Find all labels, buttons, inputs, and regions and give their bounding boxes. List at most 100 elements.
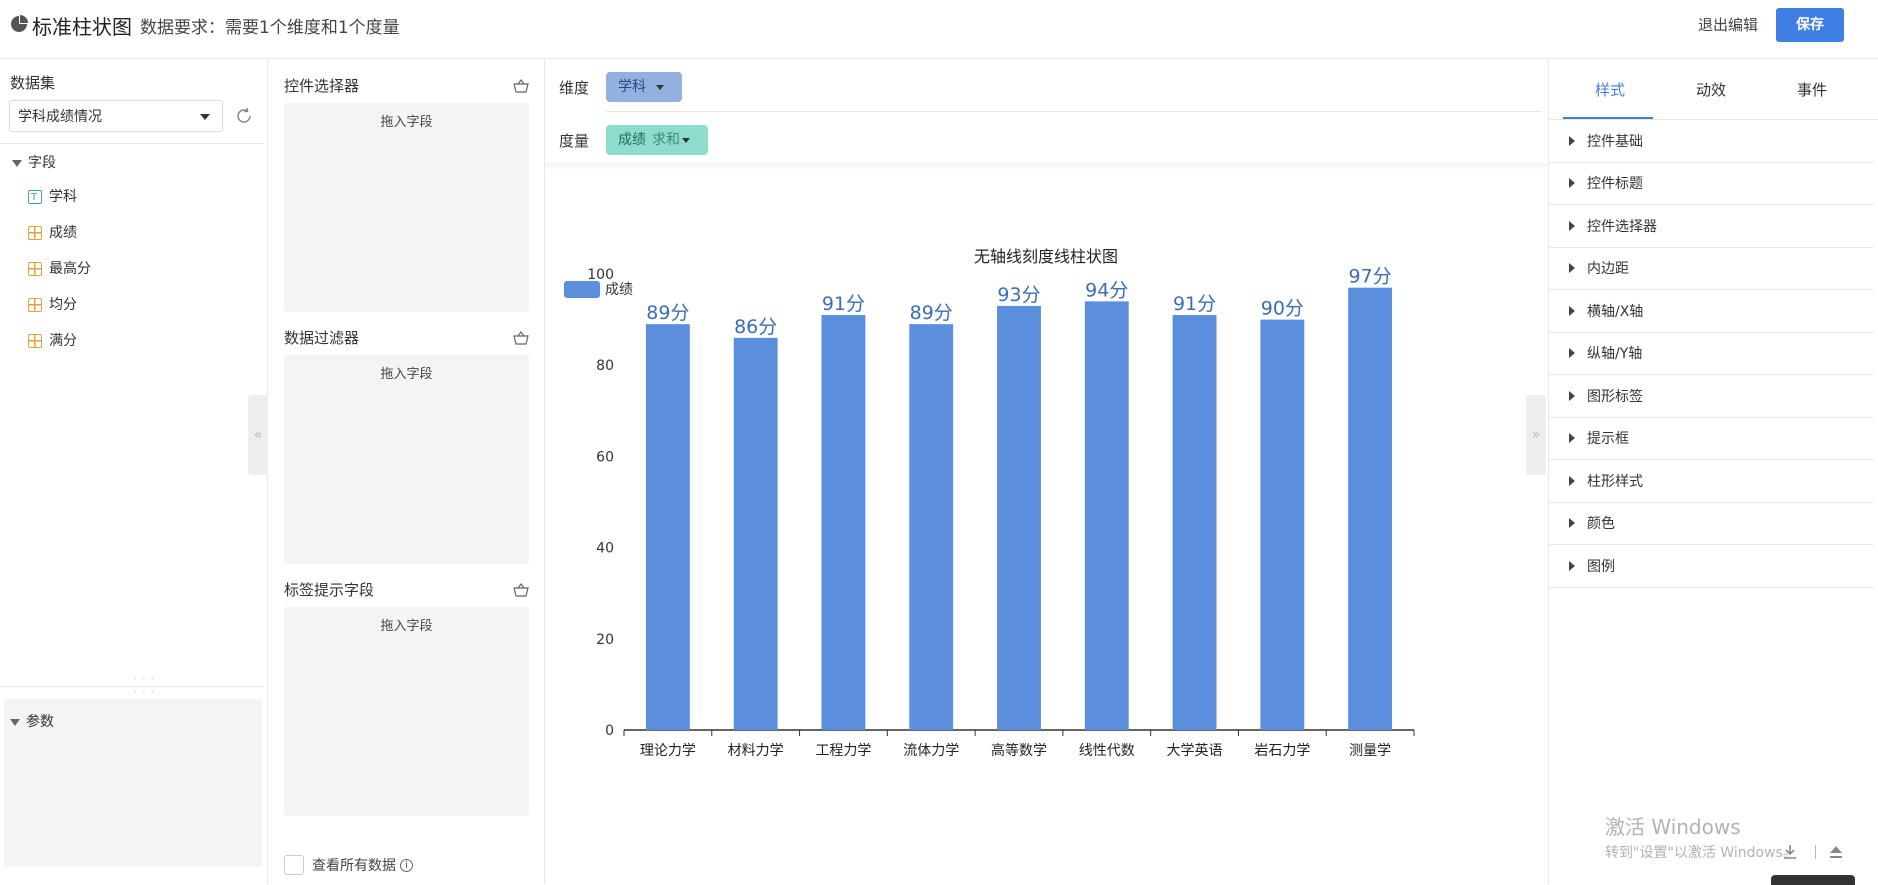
- collapse-left-icon[interactable]: «: [248, 395, 268, 475]
- section-control-basic[interactable]: 控件基础: [1549, 120, 1874, 163]
- section-bar-style[interactable]: 柱形样式: [1549, 460, 1874, 503]
- params-header[interactable]: 参数: [10, 711, 54, 731]
- x-tick-label: 岩石力学: [1254, 743, 1310, 759]
- section-label: 颜色: [1587, 516, 1615, 533]
- top-header: 标准柱状图 数据要求：需要1个维度和1个度量 退出编辑 保存: [0, 0, 1878, 59]
- number-field-icon: [28, 334, 42, 348]
- tooltip-field-dropzone[interactable]: 拖入字段: [284, 607, 529, 816]
- drop-hint: 拖入字段: [380, 619, 433, 634]
- bar: [909, 324, 954, 730]
- save-button[interactable]: 保存: [1776, 8, 1844, 42]
- info-icon[interactable]: i: [400, 858, 413, 872]
- x-tick-label: 线性代数: [1079, 743, 1135, 759]
- refresh-icon[interactable]: [234, 106, 254, 126]
- measure-pill[interactable]: 成绩 求和: [606, 125, 708, 155]
- dimension-pill-label: 学科: [618, 79, 646, 95]
- field-item[interactable]: 学科: [28, 179, 91, 216]
- x-tick-label: 测量学: [1349, 743, 1391, 759]
- text-field-icon: [28, 180, 42, 216]
- x-tick-label: 理论力学: [640, 743, 696, 759]
- x-tick-label: 工程力学: [815, 743, 871, 759]
- section-tooltip[interactable]: 提示框: [1549, 418, 1874, 460]
- data-label: 90分: [1261, 298, 1304, 320]
- section-label: 内边距: [1587, 261, 1629, 278]
- windows-activation-watermark: 激活 Windows 转到"设置"以激活 Windows。: [1605, 811, 1797, 862]
- fields-tree-label: 字段: [28, 155, 56, 171]
- view-all-label: 查看所有数据: [312, 858, 396, 874]
- tab-style[interactable]: 样式: [1595, 81, 1626, 99]
- dimension-label: 维度: [559, 79, 590, 97]
- triangle-right-icon: [1569, 305, 1575, 316]
- y-tick-label: 80: [596, 358, 614, 374]
- section-label: 柱形样式: [1587, 473, 1643, 490]
- section-label: 纵轴/Y轴: [1587, 346, 1643, 363]
- section-color[interactable]: 颜色: [1549, 503, 1874, 545]
- field-item[interactable]: 均分: [28, 287, 91, 323]
- bar: [821, 315, 866, 730]
- section-graphic-label[interactable]: 图形标签: [1549, 375, 1874, 418]
- data-filter-title: 数据过滤器: [284, 329, 360, 347]
- params-section: 参数: [4, 699, 262, 867]
- drop-hint: 拖入字段: [380, 115, 433, 130]
- control-panel: 控件选择器 拖入字段 数据过滤器 拖入字段 标签提示字段 拖入字段 查看所有数据…: [269, 59, 545, 884]
- divider: [1549, 119, 1878, 120]
- field-item[interactable]: 成绩: [28, 215, 91, 251]
- bar: [1348, 287, 1393, 730]
- fields-tree-header[interactable]: 字段: [12, 152, 56, 172]
- x-tick-label: 高等数学: [991, 742, 1047, 759]
- bar: [1260, 319, 1305, 730]
- y-tick-label: 100: [587, 267, 614, 283]
- data-label: 91分: [1173, 293, 1216, 315]
- measure-agg-label: 求和: [652, 132, 680, 148]
- tooltip: [1771, 875, 1855, 885]
- y-tick-label: 0: [605, 723, 614, 739]
- basket-icon[interactable]: [513, 583, 529, 597]
- view-all-data[interactable]: 查看所有数据 i: [284, 855, 413, 875]
- resize-grip-icon[interactable]: · · ·: [134, 674, 155, 685]
- legend-label[interactable]: 成绩: [605, 282, 633, 298]
- tab-animation[interactable]: 动效: [1696, 81, 1727, 99]
- drop-hint: 拖入字段: [380, 367, 433, 382]
- section-x-axis[interactable]: 横轴/X轴: [1549, 290, 1874, 333]
- control-selector-dropzone[interactable]: 拖入字段: [284, 103, 529, 312]
- download-icon[interactable]: [1781, 843, 1799, 861]
- active-tab-indicator: [1563, 117, 1653, 119]
- dimension-pill[interactable]: 学科: [606, 72, 682, 102]
- data-filter-dropzone[interactable]: 拖入字段: [284, 355, 529, 564]
- eject-icon[interactable]: [1827, 843, 1845, 861]
- pie-chart-icon: [11, 15, 28, 32]
- tab-events[interactable]: 事件: [1797, 81, 1828, 99]
- section-padding[interactable]: 内边距: [1549, 248, 1874, 290]
- section-control-title[interactable]: 控件标题: [1549, 163, 1874, 205]
- section-y-axis[interactable]: 纵轴/Y轴: [1549, 333, 1874, 375]
- triangle-right-icon: [1569, 348, 1575, 359]
- field-name: 均分: [49, 297, 77, 313]
- field-name: 学科: [49, 189, 77, 205]
- bar: [997, 305, 1041, 730]
- divider: [546, 163, 1547, 171]
- triangle-right-icon: [1569, 560, 1575, 571]
- triangle-right-icon: [1569, 263, 1575, 274]
- measure-pill-label: 成绩: [618, 132, 646, 148]
- legend-swatch[interactable]: [564, 281, 600, 298]
- style-panel: 样式 动效 事件 控件基础 控件标题 控件选择器 内边距 横轴/X轴 纵轴/Y轴…: [1548, 59, 1878, 885]
- section-label: 图例: [1587, 558, 1615, 575]
- collapse-right-icon[interactable]: »: [1526, 395, 1546, 475]
- section-label: 横轴/X轴: [1587, 303, 1644, 320]
- dataset-panel: 数据集 学科成绩情况 字段 学科 成绩 最高分 均分 满分 · · · · · …: [0, 59, 268, 884]
- basket-icon[interactable]: [513, 79, 529, 93]
- triangle-right-icon: [1569, 390, 1575, 401]
- resize-grip-icon[interactable]: · · ·: [134, 687, 155, 698]
- section-control-selector[interactable]: 控件选择器: [1549, 205, 1874, 248]
- dataset-title: 数据集: [10, 74, 56, 92]
- dataset-select[interactable]: 学科成绩情况: [9, 100, 223, 132]
- view-all-checkbox[interactable]: [284, 855, 304, 875]
- section-legend[interactable]: 图例: [1549, 545, 1874, 588]
- field-name: 成绩: [49, 225, 77, 241]
- basket-icon[interactable]: [513, 331, 529, 345]
- caret-down-icon: [200, 114, 210, 120]
- params-label: 参数: [26, 714, 54, 730]
- field-item[interactable]: 最高分: [28, 251, 91, 287]
- exit-edit-button[interactable]: 退出编辑: [1698, 16, 1759, 34]
- field-item[interactable]: 满分: [28, 323, 91, 359]
